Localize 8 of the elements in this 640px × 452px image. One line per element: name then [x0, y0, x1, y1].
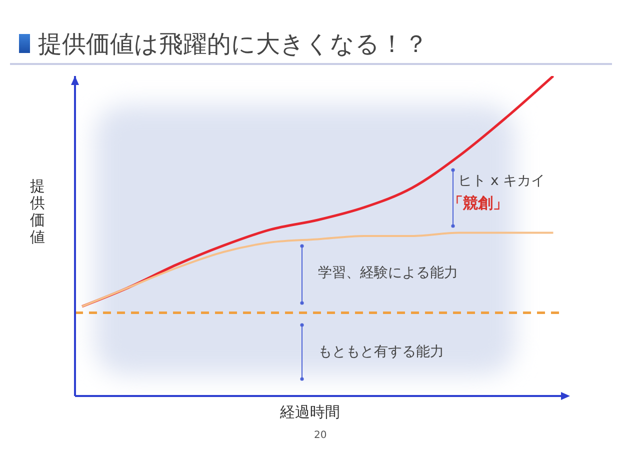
annotation: 「競創」 [448, 194, 508, 213]
annotation: ヒト x キカイ [458, 172, 546, 190]
annotation: 学習、経験による能力 [318, 264, 458, 282]
annotation: もともと有する能力 [318, 343, 444, 361]
chart-title: 提供価値は飛躍的に大きくなる！？ [38, 29, 428, 60]
x-axis-title: 経過時間 [280, 403, 340, 422]
text: 20 [314, 430, 327, 441]
y-axis-title: 提供価値 [30, 177, 46, 246]
